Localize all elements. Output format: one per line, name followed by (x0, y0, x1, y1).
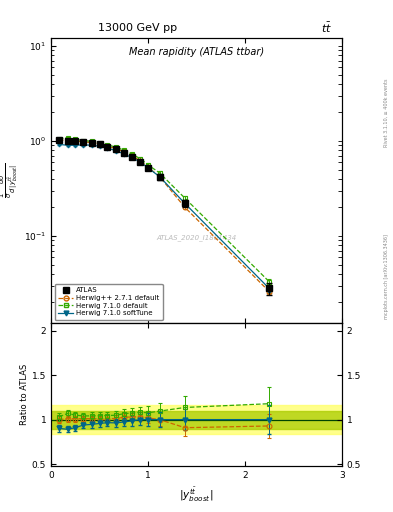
Text: $t\bar{t}$: $t\bar{t}$ (321, 21, 332, 35)
Text: Mean rapidity (ATLAS ttbar): Mean rapidity (ATLAS ttbar) (129, 47, 264, 57)
Text: 13000 GeV pp: 13000 GeV pp (98, 23, 177, 33)
X-axis label: $|y^{t\bar{t}}_{boost}|$: $|y^{t\bar{t}}_{boost}|$ (179, 485, 214, 504)
Y-axis label: Ratio to ATLAS: Ratio to ATLAS (20, 364, 29, 425)
Y-axis label: $\frac{1}{\sigma}\frac{d\sigma}{d\,|y^{t\bar{t}}_{boost}|}$: $\frac{1}{\sigma}\frac{d\sigma}{d\,|y^{t… (0, 163, 20, 199)
Text: ATLAS_2020_I1801434: ATLAS_2020_I1801434 (156, 234, 237, 241)
Bar (51, 406, 342, 434)
Text: Rivet 3.1.10, ≥ 400k events: Rivet 3.1.10, ≥ 400k events (384, 78, 389, 147)
Legend: ATLAS, Herwig++ 2.7.1 default, Herwig 7.1.0 default, Herwig 7.1.0 softTune: ATLAS, Herwig++ 2.7.1 default, Herwig 7.… (55, 284, 163, 320)
Bar (51, 411, 342, 429)
Text: mcplots.cern.ch [arXiv:1306.3436]: mcplots.cern.ch [arXiv:1306.3436] (384, 234, 389, 319)
